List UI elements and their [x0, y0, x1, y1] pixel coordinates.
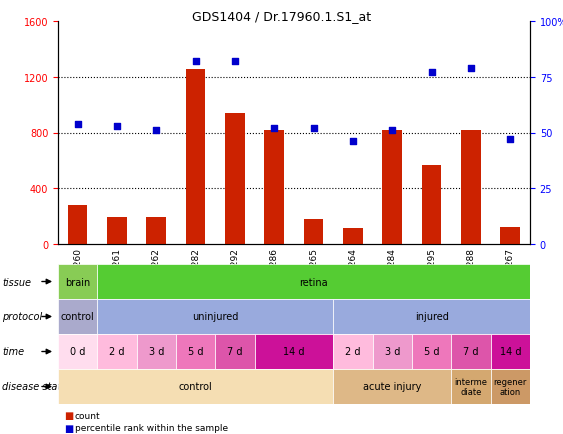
FancyBboxPatch shape: [97, 299, 333, 334]
FancyBboxPatch shape: [491, 369, 530, 404]
Text: injured: injured: [415, 312, 449, 322]
Point: [427, 69, 436, 76]
FancyBboxPatch shape: [333, 369, 452, 404]
FancyBboxPatch shape: [452, 369, 491, 404]
FancyBboxPatch shape: [333, 299, 530, 334]
Text: percentile rank within the sample: percentile rank within the sample: [75, 423, 228, 432]
Text: 5 d: 5 d: [424, 347, 439, 357]
Bar: [343, 228, 363, 244]
Text: 5 d: 5 d: [188, 347, 203, 357]
Point: [230, 59, 239, 66]
Bar: [501, 227, 520, 244]
FancyBboxPatch shape: [58, 369, 333, 404]
Point: [113, 123, 122, 130]
Text: 7 d: 7 d: [227, 347, 243, 357]
Bar: [107, 217, 127, 244]
Bar: [304, 220, 324, 244]
Text: 0 d: 0 d: [70, 347, 86, 357]
Point: [348, 138, 358, 145]
Point: [73, 121, 82, 128]
Text: brain: brain: [65, 277, 90, 287]
Point: [152, 128, 161, 135]
Bar: [382, 130, 402, 244]
FancyBboxPatch shape: [58, 334, 97, 369]
Text: 2 d: 2 d: [109, 347, 125, 357]
FancyBboxPatch shape: [97, 334, 137, 369]
Text: 3 d: 3 d: [385, 347, 400, 357]
Text: 3 d: 3 d: [149, 347, 164, 357]
Text: control: control: [61, 312, 95, 322]
Text: ■: ■: [64, 410, 73, 420]
Bar: [461, 130, 481, 244]
FancyBboxPatch shape: [58, 264, 97, 299]
Point: [506, 136, 515, 143]
Text: ■: ■: [64, 423, 73, 433]
Text: acute injury: acute injury: [363, 381, 422, 391]
Text: time: time: [2, 347, 24, 357]
Point: [388, 128, 397, 135]
Point: [191, 59, 200, 66]
Bar: [422, 166, 441, 244]
FancyBboxPatch shape: [373, 334, 412, 369]
Text: protocol: protocol: [2, 312, 42, 322]
FancyBboxPatch shape: [333, 334, 373, 369]
Text: disease state: disease state: [2, 381, 67, 391]
Text: count: count: [75, 411, 101, 420]
FancyBboxPatch shape: [452, 334, 491, 369]
Text: retina: retina: [300, 277, 328, 287]
Bar: [68, 206, 87, 244]
Text: GDS1404 / Dr.17960.1.S1_at: GDS1404 / Dr.17960.1.S1_at: [192, 10, 371, 23]
Point: [309, 125, 318, 132]
Bar: [186, 70, 205, 244]
Text: 14 d: 14 d: [499, 347, 521, 357]
Text: interme
diate: interme diate: [454, 377, 488, 396]
Text: 14 d: 14 d: [283, 347, 305, 357]
Point: [270, 125, 279, 132]
FancyBboxPatch shape: [254, 334, 333, 369]
FancyBboxPatch shape: [137, 334, 176, 369]
FancyBboxPatch shape: [58, 299, 97, 334]
Text: 7 d: 7 d: [463, 347, 479, 357]
FancyBboxPatch shape: [176, 334, 215, 369]
Bar: [146, 217, 166, 244]
FancyBboxPatch shape: [97, 264, 530, 299]
Text: uninjured: uninjured: [192, 312, 239, 322]
FancyBboxPatch shape: [412, 334, 452, 369]
Text: tissue: tissue: [2, 277, 31, 287]
Text: 2 d: 2 d: [345, 347, 361, 357]
FancyBboxPatch shape: [215, 334, 254, 369]
Bar: [225, 114, 245, 244]
Point: [467, 65, 476, 72]
Text: control: control: [179, 381, 213, 391]
Bar: [265, 130, 284, 244]
Text: regener
ation: regener ation: [494, 377, 527, 396]
FancyBboxPatch shape: [491, 334, 530, 369]
